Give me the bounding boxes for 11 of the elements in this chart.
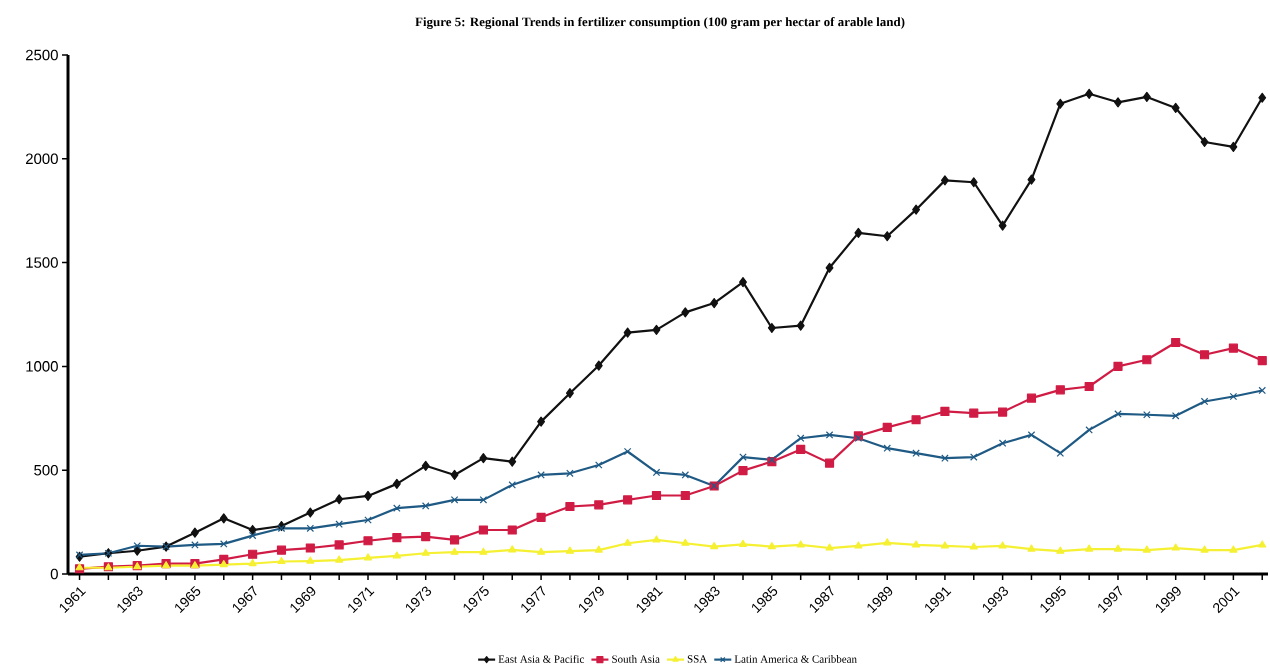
y-tick-label: 1000 <box>26 361 58 372</box>
y-tick-label: 1500 <box>26 257 58 268</box>
legend-label: East Asia & Pacific <box>498 654 585 663</box>
y-tick-label: 2500 <box>26 49 58 61</box>
legend-label: Latin America & Caribbean <box>734 654 857 663</box>
y-tick-label: 500 <box>34 464 58 476</box>
legend-label: South Asia <box>612 654 660 663</box>
chart-title: Figure 5: Regional Trends in fertilizer consumption (100 gram per hectar of arable land) <box>415 16 905 29</box>
y-tick-label: 2000 <box>26 153 58 164</box>
legend-label: SSA <box>687 655 708 663</box>
y-tick-label: 0 <box>50 568 58 580</box>
